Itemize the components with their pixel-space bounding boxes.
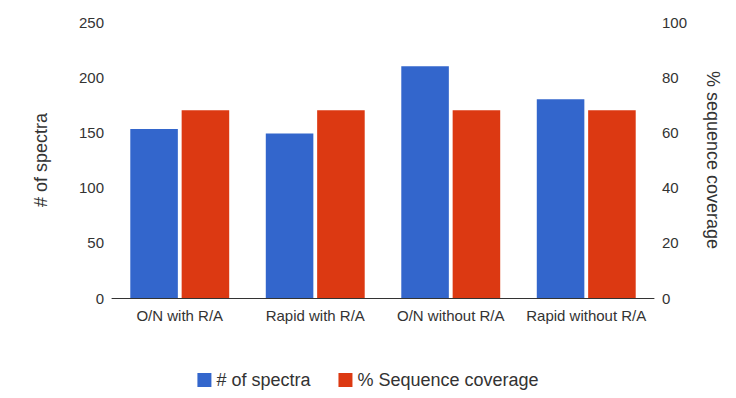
svg-text:# of spectra: # of spectra <box>216 370 311 390</box>
svg-text:0: 0 <box>96 290 104 307</box>
svg-text:60: 60 <box>662 124 679 141</box>
svg-text:250: 250 <box>79 14 104 31</box>
svg-text:0: 0 <box>662 290 670 307</box>
svg-text:20: 20 <box>662 234 679 251</box>
svg-text:% Sequence coverage: % Sequence coverage <box>357 370 538 390</box>
svg-text:150: 150 <box>79 124 104 141</box>
svg-text:100: 100 <box>662 14 687 31</box>
svg-text:50: 50 <box>87 234 104 251</box>
svg-text:100: 100 <box>79 179 104 196</box>
svg-text:80: 80 <box>662 69 679 86</box>
svg-text:O/N with R/A: O/N with R/A <box>136 307 223 324</box>
svg-text:Rapid with R/A: Rapid with R/A <box>266 307 365 324</box>
svg-text:# of spectra: # of spectra <box>31 112 51 207</box>
svg-text:40: 40 <box>662 179 679 196</box>
svg-text:% sequence coverage: % sequence coverage <box>703 71 723 249</box>
svg-text:Rapid without R/A: Rapid without R/A <box>526 307 646 324</box>
svg-text:O/N without R/A: O/N without R/A <box>397 307 505 324</box>
svg-text:200: 200 <box>79 69 104 86</box>
